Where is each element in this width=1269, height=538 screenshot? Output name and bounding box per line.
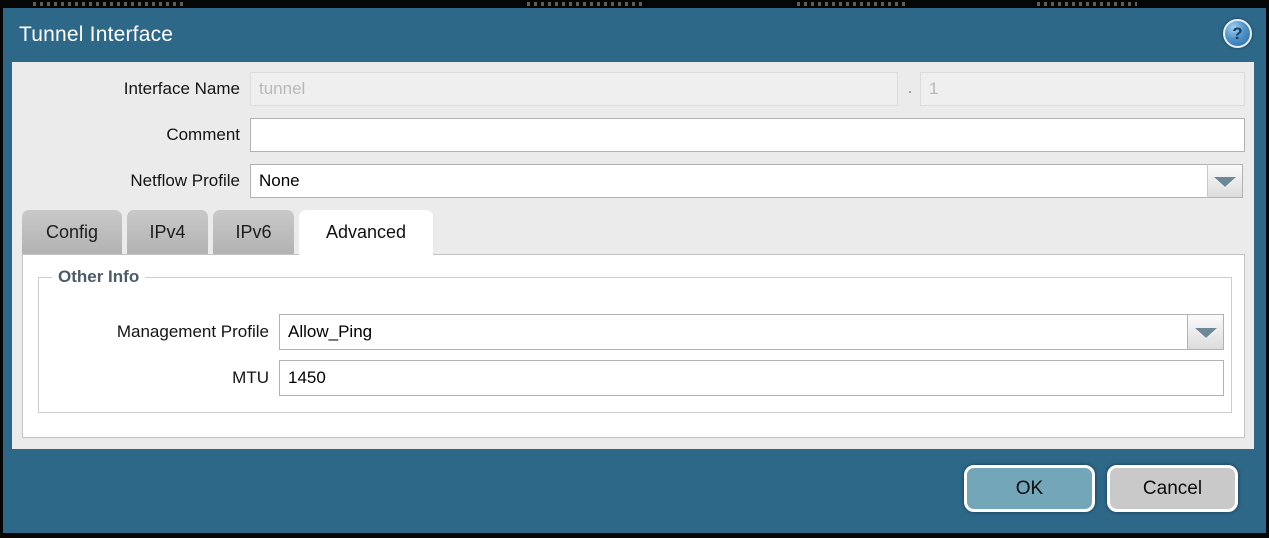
background-page-strip — [0, 0, 1269, 8]
mtu-input[interactable] — [279, 360, 1224, 396]
chevron-down-icon — [1214, 177, 1236, 187]
other-info-group: Other Info Management Profile MTU — [38, 267, 1232, 413]
tab-ipv6[interactable]: IPv6 — [213, 210, 294, 255]
other-info-legend: Other Info — [52, 267, 146, 287]
advanced-tab-panel: Other Info Management Profile MTU — [22, 254, 1245, 438]
dialog-titlebar: Tunnel Interface ? — [3, 8, 1266, 62]
background-text-fragment — [1037, 2, 1137, 6]
comment-input[interactable] — [250, 118, 1245, 152]
interface-name-suffix-input — [920, 72, 1245, 106]
chevron-down-icon — [1194, 328, 1217, 338]
interface-name-separator: . — [907, 78, 913, 97]
management-profile-dropdown-button[interactable] — [1187, 314, 1224, 350]
netflow-profile-dropdown-button[interactable] — [1207, 164, 1243, 198]
background-text-fragment — [33, 2, 183, 6]
background-text-fragment — [797, 2, 907, 6]
management-profile-select[interactable] — [279, 314, 1188, 350]
interface-name-label: Interface Name — [123, 79, 240, 98]
tab-ipv4[interactable]: IPv4 — [127, 210, 208, 255]
management-profile-label: Management Profile — [116, 322, 269, 341]
background-text-fragment — [527, 2, 642, 6]
tab-advanced[interactable]: Advanced — [299, 210, 433, 257]
interface-name-input — [250, 72, 898, 106]
cancel-button[interactable]: Cancel — [1107, 465, 1238, 512]
netflow-profile-select[interactable] — [250, 164, 1208, 198]
mtu-label: MTU — [232, 368, 269, 387]
help-icon[interactable]: ? — [1223, 19, 1252, 48]
dialog-title: Tunnel Interface — [19, 23, 174, 46]
dialog-body: Interface Name . Comment Netflow Profile… — [12, 62, 1254, 449]
ok-button[interactable]: OK — [964, 465, 1095, 512]
netflow-profile-label: Netflow Profile — [130, 171, 240, 190]
tab-config[interactable]: Config — [22, 210, 122, 255]
comment-label: Comment — [166, 125, 240, 144]
